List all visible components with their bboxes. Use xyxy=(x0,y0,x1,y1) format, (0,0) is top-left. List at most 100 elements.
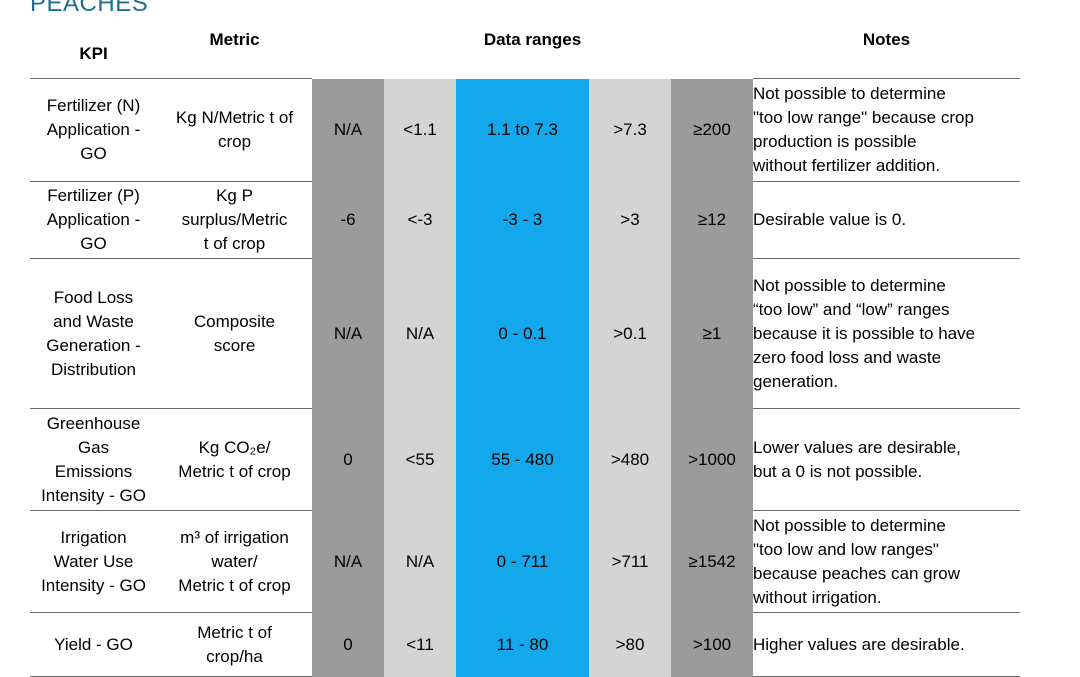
text-line: Kg P xyxy=(216,186,253,205)
header-metric: Metric xyxy=(157,22,312,79)
range-cell: <-3 xyxy=(384,181,456,259)
table-row: Irrigation Water Use Intensity - GO m³ of i… xyxy=(30,510,1020,613)
metric-cell: Kg CO₂e/Metric t of crop xyxy=(157,408,312,511)
range-cell: 0 xyxy=(312,408,384,511)
metric-cell: Kg N/Metric t of crop xyxy=(157,78,312,182)
range-cell: >480 xyxy=(589,408,671,511)
header-data-ranges: Data ranges xyxy=(483,30,582,49)
text-line: Greenhouse xyxy=(46,413,141,433)
text-line: Gas xyxy=(77,437,110,457)
text-line: Kg CO₂e/ xyxy=(198,437,271,457)
text-line: Application - xyxy=(46,120,141,139)
kpi-cell: Yield - GO xyxy=(30,612,157,677)
text-line: water/ xyxy=(211,551,258,571)
range-cell: 11 - 80 xyxy=(456,612,589,677)
range-cell: N/A xyxy=(384,510,456,613)
range-cell: N/A xyxy=(312,510,384,613)
range-cell: 1.1 to 7.3 xyxy=(456,78,589,182)
notes-cell: Higher values are desirable. xyxy=(753,612,1020,677)
metric-cell: Kg P surplus/Metric t of crop xyxy=(157,181,312,259)
text-line: Intensity - GO xyxy=(41,485,146,505)
table-row: Fertilizer (N) Application - GO Kg N/Metric… xyxy=(30,78,1020,182)
range-cell: N/A xyxy=(384,258,456,409)
text-line: “too low” and “low” ranges xyxy=(753,299,950,319)
text-line: Intensity - GO xyxy=(41,575,146,595)
text-line: crop/ha xyxy=(206,646,263,666)
text-line: and Waste xyxy=(53,311,134,331)
range-cell: ≥1542 xyxy=(671,510,753,613)
range-cell: 55 - 480 xyxy=(456,408,589,511)
table-header-row: KPI Metric Data ranges Notes xyxy=(30,22,1020,79)
text-line: Not possible to determine xyxy=(753,275,946,295)
range-cell: >3 xyxy=(589,181,671,259)
table-row: Greenhouse Gas Emissions Intensity - GO Kg C… xyxy=(30,408,1020,511)
text-line: Emissions xyxy=(54,461,133,481)
range-cell: N/A xyxy=(312,258,384,409)
text-line: because peaches can grow xyxy=(753,563,960,583)
text-line: Fertilizer (P) xyxy=(47,186,140,205)
range-cell: >0.1 xyxy=(589,258,671,409)
text-line: Not possible to determine xyxy=(753,515,946,535)
metric-cell: Composite score xyxy=(157,258,312,409)
metric-cell: Metric t of crop/ha xyxy=(157,612,312,677)
text-line: generation. xyxy=(753,371,839,391)
text-line: Food Loss xyxy=(53,287,134,307)
text-line: GO xyxy=(80,234,107,253)
range-cell: ≥1 xyxy=(671,258,753,409)
kpi-cell: Greenhouse Gas Emissions Intensity - GO xyxy=(30,408,157,511)
text-line: Water Use xyxy=(53,551,134,571)
text-line: Distribution xyxy=(50,359,137,379)
text-line: Not possible to determine xyxy=(753,84,946,103)
text-line: score xyxy=(213,335,256,355)
header-notes: Notes xyxy=(753,22,1020,79)
text-line: without fertilizer addition. xyxy=(753,156,941,175)
range-cell: >100 xyxy=(671,612,753,677)
text-line: Metric t of xyxy=(197,622,272,642)
text-line: but a 0 is not possible. xyxy=(753,461,923,481)
table-row: Food Loss and Waste Generation - Distributi… xyxy=(30,258,1020,409)
text-line: production is possible xyxy=(753,132,917,151)
text-line: Metric t of crop xyxy=(178,575,291,595)
text-line: Application - xyxy=(46,210,141,229)
text-line: "too low and low ranges" xyxy=(753,539,939,559)
range-cell: >7.3 xyxy=(589,78,671,182)
range-cell: <55 xyxy=(384,408,456,511)
text-line: zero food loss and waste xyxy=(753,347,942,367)
range-cell: <1.1 xyxy=(384,78,456,182)
range-cell: >1000 xyxy=(671,408,753,511)
kpi-cell: Fertilizer (N) Application - GO xyxy=(30,78,157,182)
range-cell: N/A xyxy=(312,78,384,182)
page-heading: PEACHES xyxy=(30,0,149,17)
kpi-table: KPI Metric Data ranges Notes Fertilizer … xyxy=(30,22,1020,677)
text-line: Lower values are desirable, xyxy=(753,437,961,457)
text-line: crop xyxy=(217,132,252,151)
range-cell: ≥12 xyxy=(671,181,753,259)
text-line: Fertilizer (N) xyxy=(46,96,141,115)
range-cell: 0 - 711 xyxy=(456,510,589,613)
table-row: Yield - GO Metric t of crop/ha 0 <11 11 - 80 >… xyxy=(30,612,1020,677)
text-line: GO xyxy=(80,144,107,163)
text-line: Desirable value is 0. xyxy=(753,210,907,229)
notes-cell: Desirable value is 0. xyxy=(753,181,1020,259)
text-line: t of crop xyxy=(203,234,266,253)
notes-cell: Not possible to determine "too low and lo… xyxy=(753,510,1020,613)
text-line: Irrigation xyxy=(60,527,127,547)
range-cell: >80 xyxy=(589,612,671,677)
metric-cell: m³ of irrigation water/Metric t of crop xyxy=(157,510,312,613)
range-cell: -6 xyxy=(312,181,384,259)
range-cell: -3 - 3 xyxy=(456,181,589,259)
kpi-cell: Fertilizer (P) Application - GO xyxy=(30,181,157,259)
text-line: m³ of irrigation xyxy=(180,527,289,547)
kpi-cell: Irrigation Water Use Intensity - GO xyxy=(30,510,157,613)
text-line: Kg N/Metric t of xyxy=(175,108,294,127)
header-kpi: KPI xyxy=(30,22,157,79)
text-line: Composite xyxy=(193,311,276,331)
text-line: because it is possible to have xyxy=(753,323,976,343)
range-cell: >711 xyxy=(589,510,671,613)
text-line: "too low range" because crop xyxy=(753,108,974,127)
range-cell: 0 - 0.1 xyxy=(456,258,589,409)
range-cell: <11 xyxy=(384,612,456,677)
range-cell: ≥200 xyxy=(671,78,753,182)
text-line: Generation - xyxy=(46,335,141,355)
table-row: Fertilizer (P) Application - GO Kg P surplus… xyxy=(30,181,1020,259)
